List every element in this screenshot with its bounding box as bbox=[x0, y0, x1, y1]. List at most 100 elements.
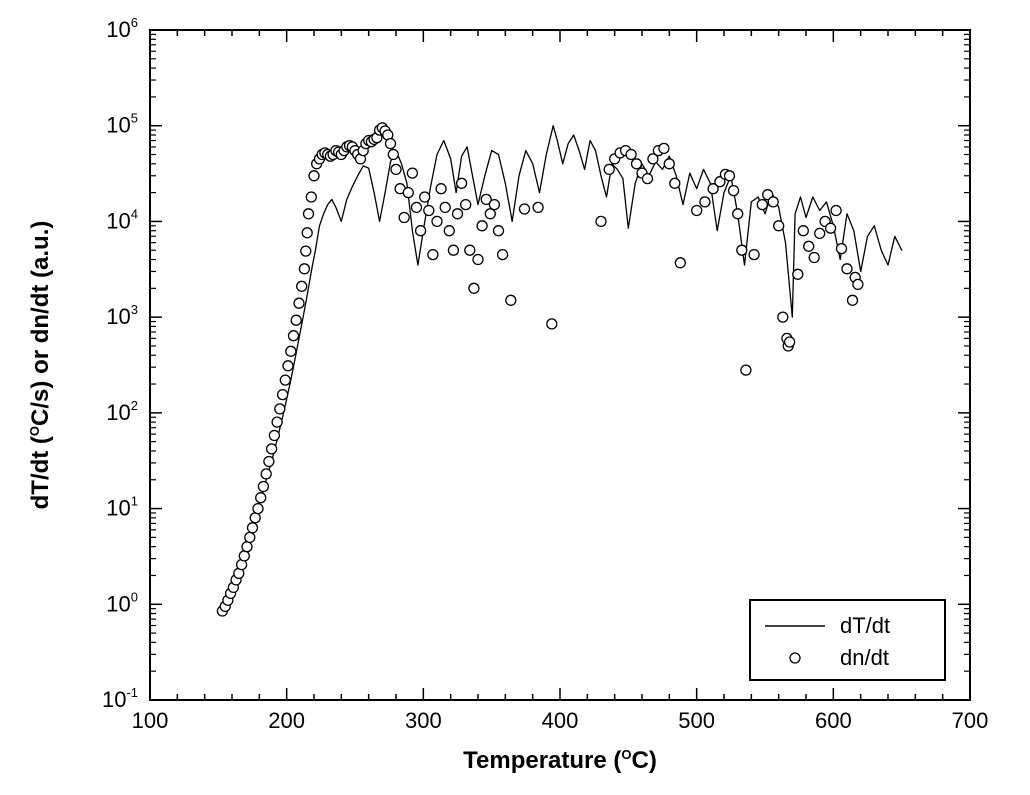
series-dndt-point bbox=[258, 482, 268, 492]
x-tick-label: 500 bbox=[678, 708, 715, 733]
series-dndt-point bbox=[798, 226, 808, 236]
x-tick-label: 600 bbox=[815, 708, 852, 733]
x-tick-label: 100 bbox=[132, 708, 169, 733]
series-dndt-point bbox=[444, 226, 454, 236]
series-dndt-point bbox=[465, 245, 475, 255]
series-dndt-point bbox=[804, 241, 814, 251]
series-dndt-point bbox=[448, 245, 458, 255]
series-dndt-point bbox=[494, 226, 504, 236]
series-dndt-point bbox=[692, 206, 702, 216]
series-dndt-point bbox=[729, 186, 739, 196]
series-dndt-point bbox=[272, 417, 282, 427]
series-dndt-point bbox=[837, 244, 847, 254]
series-dndt-point bbox=[489, 200, 499, 210]
series-dndt-point bbox=[768, 197, 778, 207]
series-dndt-point bbox=[793, 269, 803, 279]
series-dndt-point bbox=[477, 221, 487, 231]
x-tick-label: 700 bbox=[952, 708, 989, 733]
series-dndt-point bbox=[498, 250, 508, 260]
legend-marker-sample bbox=[790, 653, 800, 663]
series-dndt-point bbox=[473, 255, 483, 265]
series-dndt-point bbox=[457, 178, 467, 188]
x-tick-label: 300 bbox=[405, 708, 442, 733]
series-dndt-point bbox=[275, 404, 285, 414]
series-dndt-point bbox=[485, 209, 495, 219]
series-dndt-point bbox=[853, 279, 863, 289]
series-dndt-point bbox=[301, 246, 311, 256]
series-dndt-point bbox=[297, 281, 307, 291]
series-dndt-point bbox=[815, 228, 825, 238]
series-dndt-point bbox=[626, 150, 636, 160]
series-dndt-point bbox=[245, 532, 255, 542]
series-dndt-point bbox=[289, 331, 299, 341]
series-dndt-point bbox=[256, 493, 266, 503]
series-dndt-point bbox=[440, 202, 450, 212]
series-dndt-point bbox=[291, 315, 301, 325]
series-dndt-point bbox=[424, 206, 434, 216]
series-dndt-point bbox=[632, 159, 642, 169]
series-dndt-point bbox=[264, 457, 274, 467]
series-dndt-point bbox=[239, 551, 249, 561]
series-dndt-point bbox=[428, 250, 438, 260]
series-dndt-point bbox=[299, 264, 309, 274]
x-tick-label: 200 bbox=[268, 708, 305, 733]
series-dndt-point bbox=[733, 209, 743, 219]
series-dndt-point bbox=[453, 209, 463, 219]
series-dndt-point bbox=[302, 228, 312, 238]
y-axis-label: dT/dt (OC/s) or dn/dt (a.u.) bbox=[27, 221, 54, 510]
series-dndt-point bbox=[848, 295, 858, 305]
series-dndt-point bbox=[432, 216, 442, 226]
series-dndt-point bbox=[741, 365, 751, 375]
series-dndt-point bbox=[412, 202, 422, 212]
series-dndt-point bbox=[461, 200, 471, 210]
series-dndt-point bbox=[294, 298, 304, 308]
series-dndt-point bbox=[785, 337, 795, 347]
chart-container: 100200300400500600700Temperature (OC)10-… bbox=[0, 0, 1030, 795]
series-dndt-point bbox=[386, 139, 396, 149]
legend-label: dT/dt bbox=[840, 613, 890, 638]
x-tick-label: 400 bbox=[542, 708, 579, 733]
series-dndt-point bbox=[604, 164, 614, 174]
series-dndt-point bbox=[306, 192, 316, 202]
series-dndt-point bbox=[778, 312, 788, 322]
series-dndt-point bbox=[533, 202, 543, 212]
series-dndt-point bbox=[242, 542, 252, 552]
series-dndt-point bbox=[725, 171, 735, 181]
series-dndt-point bbox=[436, 184, 446, 194]
series-dndt-point bbox=[253, 504, 263, 514]
series-dndt-point bbox=[391, 164, 401, 174]
series-dndt-point bbox=[399, 213, 409, 223]
series-dndt-point bbox=[261, 469, 271, 479]
series-dndt-point bbox=[420, 192, 430, 202]
chart-svg: 100200300400500600700Temperature (OC)10-… bbox=[0, 0, 1030, 795]
series-dndt-point bbox=[388, 150, 398, 160]
series-dndt-point bbox=[280, 375, 290, 385]
series-dndt-point bbox=[403, 188, 413, 198]
series-dndt-point bbox=[506, 295, 516, 305]
legend-label: dn/dt bbox=[840, 645, 889, 670]
series-dndt-point bbox=[664, 159, 674, 169]
series-dndt-point bbox=[700, 197, 710, 207]
series-dndt-point bbox=[757, 200, 767, 210]
series-dndt-point bbox=[675, 258, 685, 268]
series-dndt-point bbox=[283, 361, 293, 371]
series-dndt-point bbox=[520, 204, 530, 214]
series-dndt-point bbox=[416, 226, 426, 236]
series-dndt-point bbox=[826, 223, 836, 233]
series-dndt-point bbox=[269, 431, 279, 441]
series-dndt-point bbox=[774, 221, 784, 231]
series-dndt-point bbox=[670, 178, 680, 188]
series-dndt-point bbox=[278, 390, 288, 400]
series-dndt-point bbox=[809, 253, 819, 263]
series-dndt-point bbox=[831, 206, 841, 216]
series-dndt-point bbox=[407, 168, 417, 178]
series-dndt-point bbox=[737, 245, 747, 255]
series-dndt-point bbox=[267, 444, 277, 454]
series-dndt-point bbox=[659, 143, 669, 153]
series-dndt-point bbox=[469, 283, 479, 293]
series-dndt-point bbox=[749, 250, 759, 260]
series-dndt-point bbox=[596, 216, 606, 226]
series-dndt-point bbox=[309, 171, 319, 181]
series-dndt-point bbox=[286, 346, 296, 356]
series-dndt-point bbox=[842, 264, 852, 274]
